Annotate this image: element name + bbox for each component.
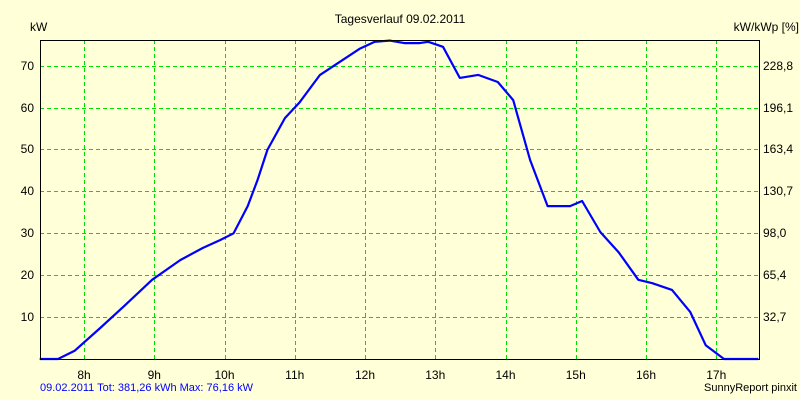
y-tick-label-right: 65,4 (763, 268, 787, 282)
y-tick-label-left: 40 (21, 184, 35, 198)
x-tick-label: 11h (285, 368, 304, 382)
x-tick-label: 9h (148, 368, 161, 382)
chart-title: Tagesverlauf 09.02.2011 (334, 12, 466, 26)
y-tick-label-right: 98,0 (763, 226, 787, 240)
y-tick-label-left: 50 (21, 142, 35, 156)
y-axis-right-label: kW/kWp [%] (733, 20, 799, 34)
x-tick-label: 16h (636, 368, 656, 382)
x-tick-label: 10h (214, 368, 234, 382)
y-tick-label-right: 228,8 (763, 59, 793, 73)
y-tick-label-left: 60 (21, 101, 35, 115)
y-tick-label-right: 163,4 (763, 142, 793, 156)
y-tick-label-left: 70 (21, 59, 35, 73)
y-axis-right-ticks: 32,7 65,4 98,0 130,7 163,4 196,1 228,8 (763, 59, 793, 324)
x-tick-label: 8h (77, 368, 90, 382)
x-tick-label: 15h (566, 368, 586, 382)
x-tick-label: 14h (495, 368, 515, 382)
y-axis-left-ticks: 10 20 30 40 50 60 70 (21, 59, 35, 324)
brand-label: SunnyReport pinxit (704, 382, 797, 394)
y-tick-label-left: 20 (21, 268, 35, 282)
y-tick-label-right: 130,7 (763, 184, 793, 198)
x-tick-label: 12h (355, 368, 375, 382)
daily-summary: 09.02.2011 Tot: 381,26 kWh Max: 76,16 kW (40, 382, 253, 394)
x-tick-label: 13h (425, 368, 445, 382)
y-tick-label-right: 196,1 (763, 101, 793, 115)
y-axis-left-label: kW (30, 20, 48, 34)
power-series-line (39, 39, 759, 361)
y-tick-label-left: 30 (21, 226, 35, 240)
grid-lines (40, 40, 759, 359)
x-axis-ticks: 8h 9h 10h 11h 12h 13h 14h 15h 16h 17h (77, 368, 726, 382)
y-tick-label-right: 32,7 (763, 310, 787, 324)
plot-frame (40, 40, 760, 360)
y-tick-label-left: 10 (21, 310, 35, 324)
x-tick-label: 17h (706, 368, 726, 382)
